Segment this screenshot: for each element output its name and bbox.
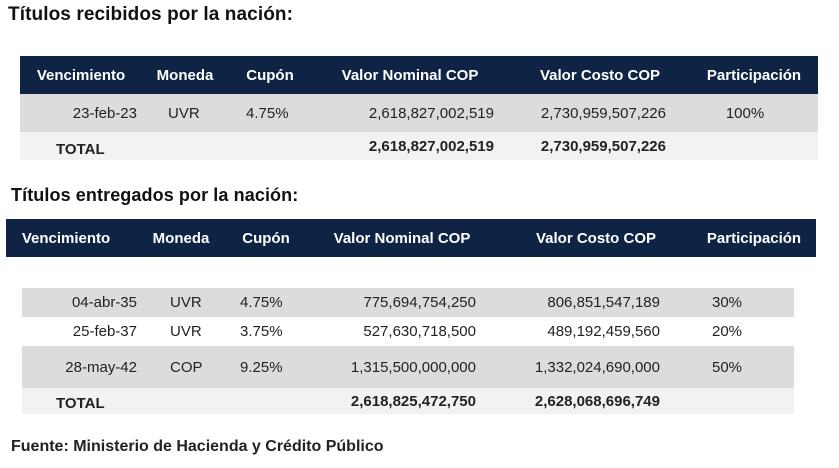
- delivered-heading: Títulos entregados por la nación:: [11, 185, 299, 205]
- col-header-valor-costo: Valor Costo COP: [535, 229, 657, 247]
- cell-cupon: 3.75%: [240, 323, 283, 340]
- col-header-valor-nominal: Valor Nominal COP: [341, 66, 479, 84]
- cell-vencimiento: 25-feb-37: [72, 323, 137, 340]
- cell-valor-nominal: 527,630,718,500: [363, 323, 476, 340]
- cell-participacion: 20%: [712, 323, 743, 340]
- col-header-vencimiento: Vencimiento: [21, 229, 111, 247]
- cell-moneda: UVR: [168, 104, 200, 122]
- col-header-cupon: Cupón: [242, 229, 290, 247]
- col-header-vencimiento: Vencimiento: [36, 66, 126, 84]
- cell-participacion: 100%: [725, 104, 765, 122]
- col-header-valor-costo: Valor Costo COP: [539, 66, 661, 84]
- cell-valor-nominal: 1,315,500,000,000: [350, 358, 476, 376]
- total-valor-costo: 2,628,068,696,749: [534, 392, 660, 410]
- total-valor-nominal: 2,618,827,002,519: [368, 137, 494, 155]
- cell-valor-costo: 806,851,547,189: [547, 294, 660, 311]
- cell-valor-costo: 2,730,959,507,226: [540, 104, 666, 122]
- total-row: TOTAL 2,618,825,472,750 2,628,068,696,74…: [22, 388, 794, 414]
- table-row: 23-feb-23 UVR 4.75% 2,618,827,002,519 2,…: [20, 94, 818, 132]
- total-label: TOTAL: [56, 395, 105, 412]
- cell-moneda: UVR: [170, 294, 202, 311]
- cell-cupon: 4.75%: [246, 104, 289, 122]
- cell-participacion: 30%: [712, 294, 743, 311]
- cell-participacion: 50%: [712, 358, 743, 376]
- total-valor-costo: 2,730,959,507,226: [540, 137, 666, 155]
- cell-moneda: UVR: [170, 323, 202, 340]
- cell-valor-nominal: 775,694,754,250: [363, 294, 476, 311]
- col-header-participacion: Participación: [706, 229, 802, 247]
- col-header-valor-nominal: Valor Nominal COP: [333, 229, 471, 247]
- total-row: TOTAL 2,618,827,002,519 2,730,959,507,22…: [20, 132, 818, 160]
- received-heading: Títulos recibidos por la nación:: [8, 4, 294, 25]
- cell-vencimiento: 23-feb-23: [72, 104, 137, 122]
- delivered-table: Vencimiento Moneda Cupón Valor Nominal C…: [6, 219, 816, 415]
- cell-moneda: COP: [170, 358, 203, 376]
- table-row: 04-abr-35 UVR 4.75% 775,694,754,250 806,…: [22, 288, 794, 317]
- table-header: Vencimiento Moneda Cupón Valor Nominal C…: [20, 56, 818, 94]
- col-header-cupon: Cupón: [246, 66, 294, 84]
- table-header: Vencimiento Moneda Cupón Valor Nominal C…: [6, 219, 816, 257]
- cell-vencimiento: 28-may-42: [65, 358, 137, 376]
- total-valor-nominal: 2,618,825,472,750: [350, 392, 476, 410]
- received-table: Vencimiento Moneda Cupón Valor Nominal C…: [20, 56, 818, 160]
- cell-vencimiento: 04-abr-35: [71, 294, 137, 311]
- source-note: Fuente: Ministerio de Hacienda y Crédito…: [11, 438, 384, 455]
- total-label: TOTAL: [56, 141, 105, 158]
- col-header-participacion: Participación: [706, 66, 802, 84]
- table-row: 28-may-42 COP 9.25% 1,315,500,000,000 1,…: [22, 346, 794, 388]
- cell-valor-costo: 489,192,459,560: [547, 323, 660, 340]
- col-header-moneda: Moneda: [152, 229, 210, 247]
- cell-valor-costo: 1,332,024,690,000: [534, 358, 660, 376]
- cell-cupon: 4.75%: [240, 294, 283, 311]
- table-row: 25-feb-37 UVR 3.75% 527,630,718,500 489,…: [22, 317, 794, 346]
- cell-cupon: 9.25%: [240, 358, 283, 376]
- cell-valor-nominal: 2,618,827,002,519: [368, 104, 494, 122]
- col-header-moneda: Moneda: [156, 66, 214, 84]
